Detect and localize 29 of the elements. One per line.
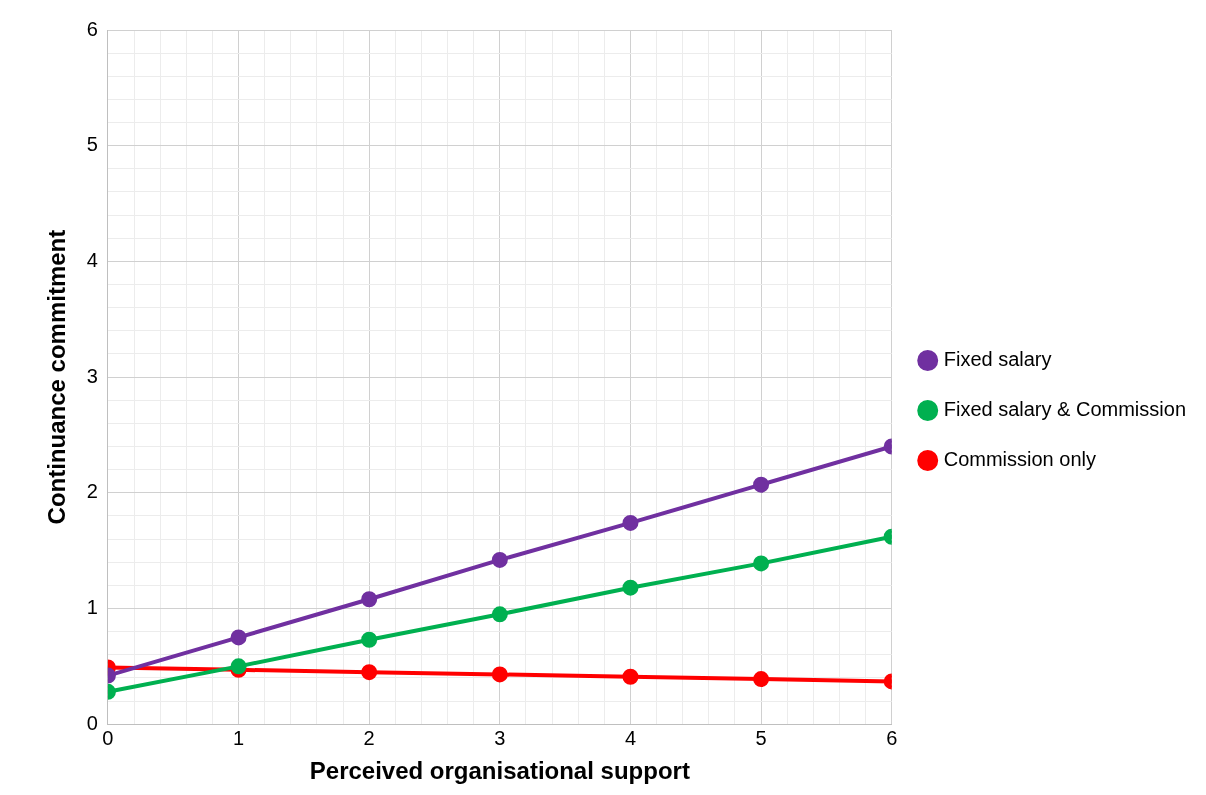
legend-label: Fixed salary & Commission — [943, 398, 1187, 421]
point — [622, 514, 639, 531]
point — [622, 579, 639, 596]
point — [361, 664, 378, 681]
y-tick-label: 2 — [86, 480, 98, 503]
x-tick-label: 1 — [232, 726, 245, 749]
x-axis-title: Perceived organisational support — [309, 757, 690, 785]
x-tick-label: 6 — [886, 726, 898, 749]
point — [491, 551, 508, 568]
y-tick-label: 0 — [86, 711, 98, 734]
legend-label: Commission only — [943, 448, 1096, 471]
y-tick-label: 4 — [86, 248, 98, 271]
y-tick-label: 6 — [86, 17, 98, 40]
y-axis-title: Continuance commitment — [43, 229, 71, 525]
point — [491, 606, 508, 623]
point — [622, 668, 639, 685]
point — [361, 591, 378, 608]
point — [361, 631, 378, 648]
x-tick-label: 4 — [624, 726, 637, 749]
point — [491, 666, 508, 683]
x-tick-label: 3 — [494, 726, 506, 749]
point — [230, 629, 247, 646]
y-tick-label: 3 — [86, 364, 98, 387]
x-tick-label: 0 — [102, 726, 114, 749]
x-tick-label: 5 — [755, 726, 767, 749]
legend-label: Fixed salary — [943, 348, 1052, 371]
y-tick-label: 5 — [86, 133, 98, 156]
x-tick-label: 2 — [363, 726, 375, 749]
y-tick-label: 1 — [86, 596, 98, 619]
